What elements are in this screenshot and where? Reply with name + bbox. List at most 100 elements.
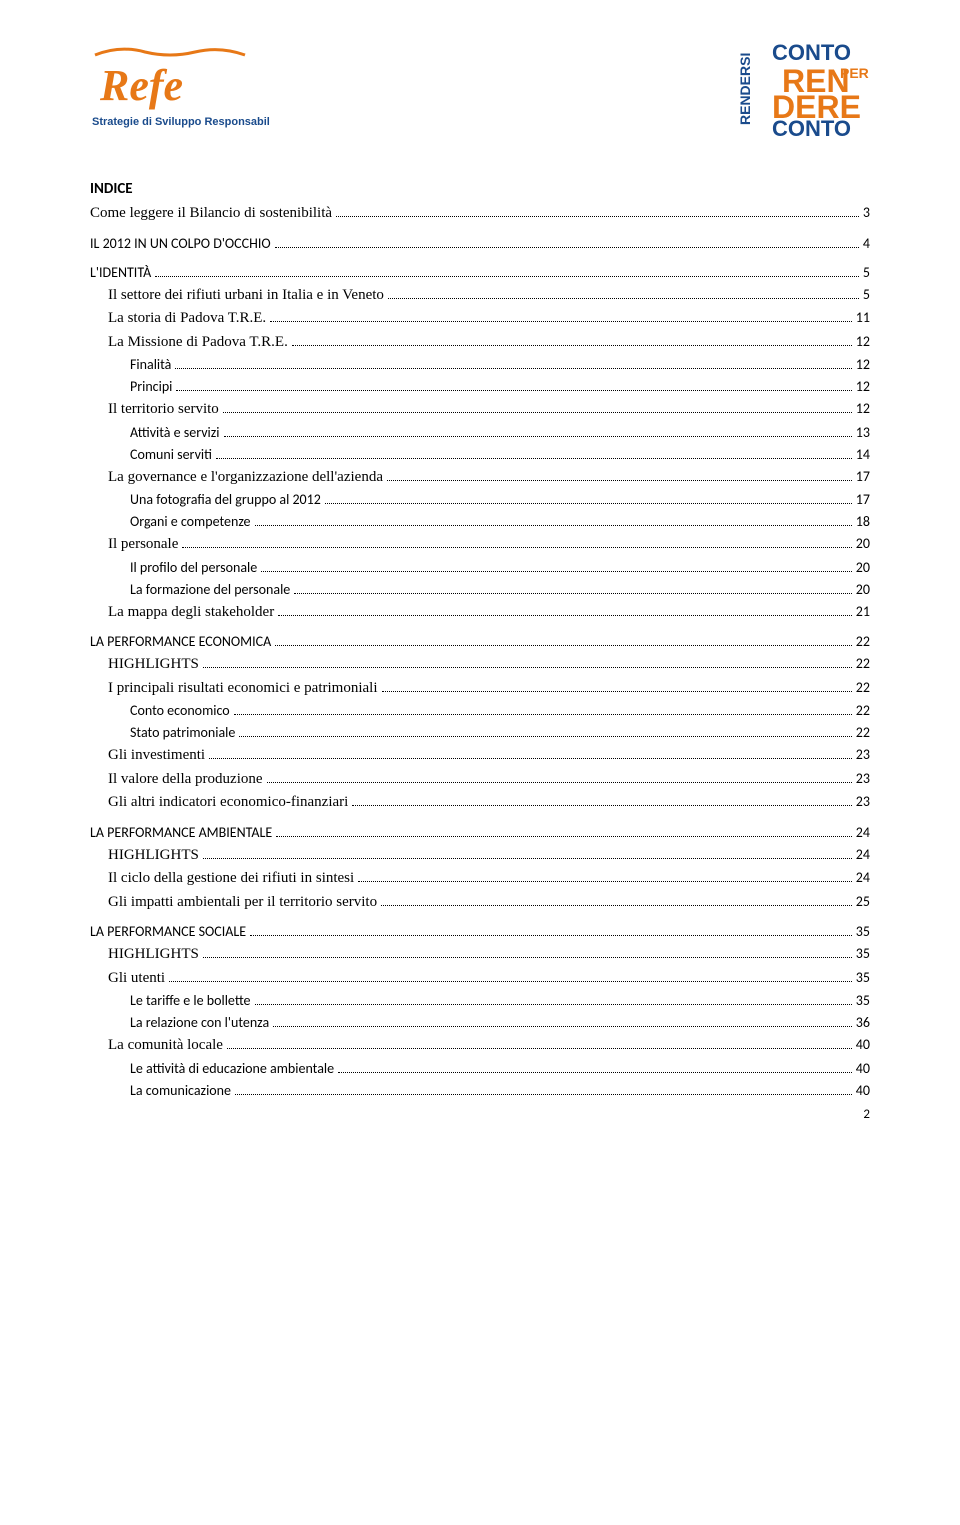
toc-label: LA PERFORMANCE SOCIALE bbox=[90, 921, 246, 942]
toc-page-number: 23 bbox=[856, 791, 870, 812]
toc-label: Il valore della produzione bbox=[108, 768, 263, 791]
toc-entry: Principi12 bbox=[90, 376, 870, 397]
toc-leader-dots bbox=[234, 714, 852, 715]
toc-entry: La relazione con l'utenza36 bbox=[90, 1012, 870, 1033]
toc-leader-dots bbox=[270, 321, 852, 322]
toc-label: I principali risultati economici e patri… bbox=[108, 677, 378, 700]
page-number: 2 bbox=[863, 1107, 870, 1122]
toc-leader-dots bbox=[278, 615, 852, 616]
toc-label: Il profilo del personale bbox=[130, 557, 257, 578]
toc-label: Stato patrimoniale bbox=[130, 722, 235, 743]
toc-entry: Come leggere il Bilancio di sostenibilit… bbox=[90, 202, 870, 225]
toc-page-number: 20 bbox=[856, 557, 870, 578]
toc-label: La Missione di Padova T.R.E. bbox=[108, 331, 288, 354]
toc-label: Le attività di educazione ambientale bbox=[130, 1058, 334, 1079]
toc-page-number: 40 bbox=[856, 1034, 870, 1055]
toc-entry: La formazione del personale20 bbox=[90, 579, 870, 600]
toc-entry: La Missione di Padova T.R.E. 12 bbox=[90, 331, 870, 354]
toc-page-number: 20 bbox=[856, 533, 870, 554]
toc-label: Il personale bbox=[108, 533, 178, 556]
toc-leader-dots bbox=[203, 957, 852, 958]
toc-leader-dots bbox=[155, 276, 859, 277]
toc-entry: Conto economico22 bbox=[90, 700, 870, 721]
table-of-contents: Come leggere il Bilancio di sostenibilit… bbox=[90, 202, 870, 1101]
toc-entry: Il profilo del personale 20 bbox=[90, 557, 870, 578]
toc-page-number: 12 bbox=[856, 331, 870, 352]
toc-leader-dots bbox=[325, 503, 852, 504]
toc-entry: Il valore della produzione 23 bbox=[90, 768, 870, 791]
toc-entry: La comunità locale40 bbox=[90, 1034, 870, 1057]
toc-entry: Gli investimenti23 bbox=[90, 744, 870, 767]
toc-page-number: 20 bbox=[856, 579, 870, 600]
toc-label: Come leggere il Bilancio di sostenibilit… bbox=[90, 202, 332, 225]
toc-label: Una fotografia del gruppo al 2012 bbox=[130, 489, 321, 510]
toc-label: Il ciclo della gestione dei rifiuti in s… bbox=[108, 867, 354, 890]
toc-page-number: 22 bbox=[856, 653, 870, 674]
toc-entry: Comuni serviti14 bbox=[90, 444, 870, 465]
toc-leader-dots bbox=[224, 436, 852, 437]
toc-page-number: 22 bbox=[856, 677, 870, 698]
toc-label: Organi e competenze bbox=[130, 511, 251, 532]
toc-leader-dots bbox=[275, 645, 852, 646]
toc-page-number: 3 bbox=[863, 202, 870, 223]
toc-page-number: 21 bbox=[856, 601, 870, 622]
toc-entry: Finalità12 bbox=[90, 354, 870, 375]
toc-entry: Il ciclo della gestione dei rifiuti in s… bbox=[90, 867, 870, 890]
toc-entry: La comunicazione40 bbox=[90, 1080, 870, 1101]
toc-label: Finalità bbox=[130, 354, 171, 375]
toc-entry: Le attività di educazione ambientale40 bbox=[90, 1058, 870, 1079]
toc-leader-dots bbox=[388, 298, 859, 299]
indice-heading: INDICE bbox=[90, 180, 870, 198]
toc-leader-dots bbox=[239, 736, 851, 737]
toc-page-number: 5 bbox=[863, 262, 870, 283]
rendersi-conto-logo: RENDERSI CONTO PER REN DERE CONTO bbox=[740, 40, 870, 145]
toc-leader-dots bbox=[182, 547, 851, 548]
toc-entry: LA PERFORMANCE ECONOMICA22 bbox=[90, 631, 870, 652]
toc-leader-dots bbox=[235, 1094, 852, 1095]
toc-entry: La storia di Padova T.R.E.11 bbox=[90, 307, 870, 330]
toc-label: Conto economico bbox=[130, 700, 230, 721]
toc-page-number: 23 bbox=[856, 768, 870, 789]
toc-leader-dots bbox=[261, 571, 852, 572]
document-page: Refe Strategie di Sviluppo Responsabile … bbox=[0, 0, 960, 1152]
refe-logo-text: Refe bbox=[99, 61, 183, 110]
toc-page-number: 25 bbox=[856, 891, 870, 912]
toc-entry: La mappa degli stakeholder 21 bbox=[90, 601, 870, 624]
toc-label: La mappa degli stakeholder bbox=[108, 601, 274, 624]
svg-text:CONTO: CONTO bbox=[772, 116, 851, 140]
toc-leader-dots bbox=[381, 905, 852, 906]
toc-entry: HIGHLIGHTS35 bbox=[90, 943, 870, 966]
toc-label: HIGHLIGHTS bbox=[108, 653, 199, 676]
toc-page-number: 18 bbox=[856, 511, 870, 532]
toc-leader-dots bbox=[175, 368, 851, 369]
toc-leader-dots bbox=[292, 345, 852, 346]
toc-leader-dots bbox=[275, 247, 859, 248]
toc-label: Gli investimenti bbox=[108, 744, 205, 767]
toc-label: IL 2012 IN UN COLPO D'OCCHIO bbox=[90, 233, 271, 254]
toc-label: Principi bbox=[130, 376, 172, 397]
toc-leader-dots bbox=[209, 758, 852, 759]
toc-label: Gli utenti bbox=[108, 967, 165, 990]
toc-label: HIGHLIGHTS bbox=[108, 844, 199, 867]
toc-entry: IL 2012 IN UN COLPO D'OCCHIO 4 bbox=[90, 233, 870, 254]
toc-entry: Attività e servizi13 bbox=[90, 422, 870, 443]
toc-label: L'IDENTITÀ bbox=[90, 262, 151, 283]
toc-leader-dots bbox=[336, 216, 859, 217]
toc-label: LA PERFORMANCE AMBIENTALE bbox=[90, 822, 272, 843]
toc-page-number: 22 bbox=[856, 722, 870, 743]
toc-leader-dots bbox=[273, 1026, 852, 1027]
toc-page-number: 12 bbox=[856, 398, 870, 419]
toc-entry: L'IDENTITÀ 5 bbox=[90, 262, 870, 283]
toc-label: Le tariffe e le bollette bbox=[130, 990, 251, 1011]
toc-label: HIGHLIGHTS bbox=[108, 943, 199, 966]
svg-text:CONTO: CONTO bbox=[772, 40, 851, 65]
toc-leader-dots bbox=[176, 390, 851, 391]
toc-page-number: 4 bbox=[863, 233, 870, 254]
toc-leader-dots bbox=[338, 1072, 852, 1073]
toc-leader-dots bbox=[352, 805, 851, 806]
toc-label: Comuni serviti bbox=[130, 444, 212, 465]
toc-leader-dots bbox=[267, 782, 852, 783]
toc-entry: Gli utenti35 bbox=[90, 967, 870, 990]
toc-leader-dots bbox=[358, 881, 852, 882]
toc-page-number: 36 bbox=[856, 1012, 870, 1033]
